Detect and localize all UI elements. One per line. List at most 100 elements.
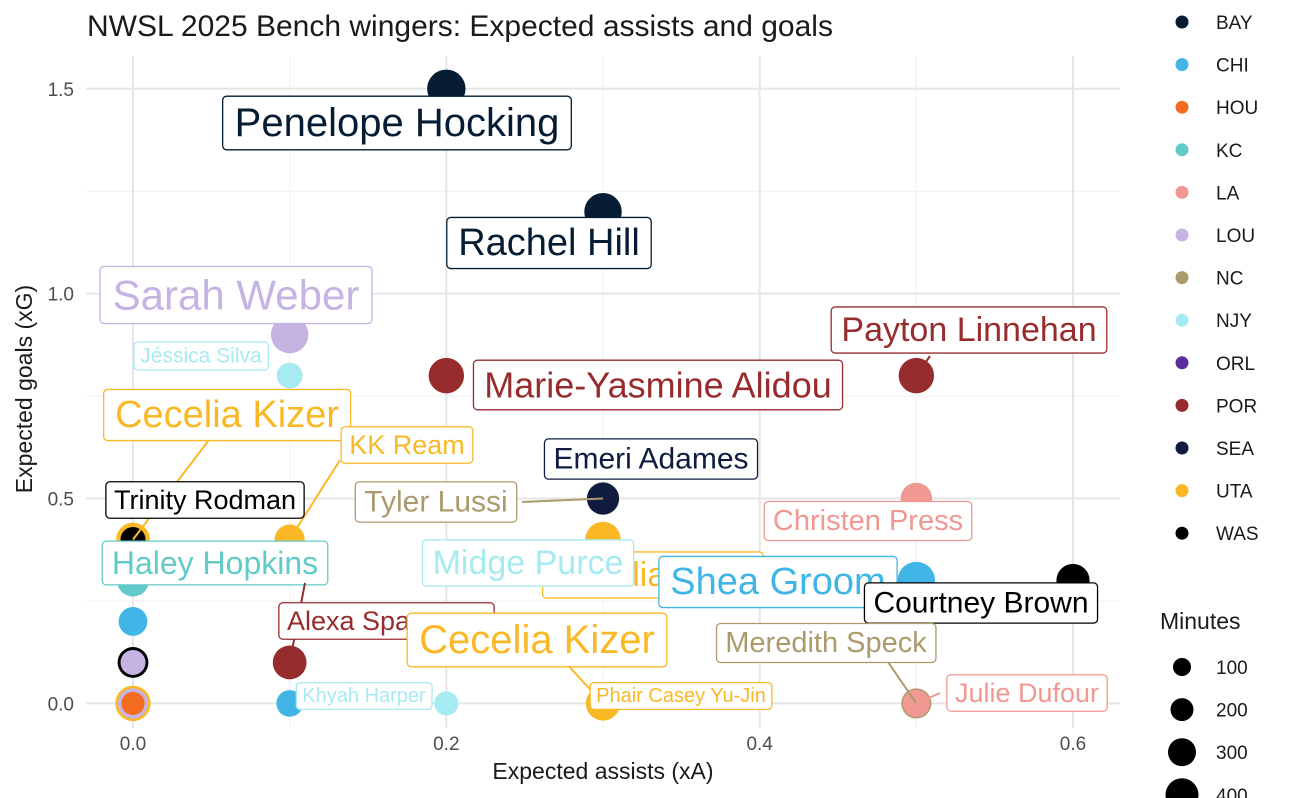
legend-label: KC xyxy=(1216,141,1242,162)
label-text: Cecelia Kizer xyxy=(115,394,339,436)
x-axis-title: Expected assists (xA) xyxy=(492,758,713,784)
label-box xyxy=(295,681,433,711)
label-box xyxy=(763,500,973,542)
legend-label: NJY xyxy=(1216,311,1252,332)
legend-label: POR xyxy=(1216,396,1257,417)
point-label: Khyah Harper xyxy=(295,681,433,711)
point-label: Marie-Yasmine Alidou xyxy=(472,359,844,411)
y-tick-label: 0.5 xyxy=(48,490,74,511)
data-point xyxy=(428,357,465,394)
label-leader-line xyxy=(915,692,941,705)
legend-label: BAY xyxy=(1216,13,1253,34)
legend-item: UTA xyxy=(1175,482,1253,503)
size-legend-label: 200 xyxy=(1216,701,1248,722)
legend-item: KC xyxy=(1175,141,1242,162)
point-label: Sarah Weber xyxy=(99,265,373,325)
legend-label: HOU xyxy=(1216,98,1258,119)
point-label: Emeri Adames xyxy=(543,438,759,480)
label-box xyxy=(103,388,352,442)
label-leader-line xyxy=(887,661,918,704)
legend-item: NC xyxy=(1175,269,1243,290)
label-box xyxy=(543,438,759,480)
label-text: Trinity Rodman xyxy=(114,485,296,515)
point-label: Cecelia Kizer xyxy=(103,388,352,541)
legend-swatch xyxy=(1175,143,1189,157)
label-box xyxy=(472,359,844,411)
legend-swatch xyxy=(1175,271,1189,285)
point-label: Trinity Rodman xyxy=(105,481,305,519)
label-box xyxy=(99,265,373,325)
legend-label: NC xyxy=(1216,269,1243,290)
legend-item: BAY xyxy=(1175,13,1253,34)
label-text: Courtney Brown xyxy=(873,587,1088,620)
legend-item: LOU xyxy=(1175,226,1255,247)
point-label: Payton Linnehan xyxy=(830,306,1108,377)
legend-label: UTA xyxy=(1216,482,1253,503)
y-tick-label: 1.5 xyxy=(48,80,74,101)
point-label: KK Ream xyxy=(288,426,474,541)
size-legend-swatch xyxy=(1165,778,1199,798)
label-text: KK Ream xyxy=(349,430,465,460)
legend-label: CHI xyxy=(1216,56,1249,77)
y-tick-label: 0.0 xyxy=(48,694,74,715)
size-legend-label: 300 xyxy=(1216,743,1248,764)
size-legend-label: 100 xyxy=(1216,658,1248,679)
legend-item: LA xyxy=(1175,183,1240,204)
label-box xyxy=(354,481,518,523)
size-legend-title: Minutes xyxy=(1160,608,1241,634)
label-box xyxy=(658,555,898,609)
data-point xyxy=(121,691,145,716)
label-box xyxy=(421,539,635,587)
label-leader-line xyxy=(915,355,931,377)
legend-item: ORL xyxy=(1175,354,1255,375)
legend-label: ORL xyxy=(1216,354,1255,375)
legend: BAY CHI HOU KC LA LOU NC NJY ORL POR SEA UTA WAS Minu… xyxy=(1160,13,1259,798)
point-label: Phair Casey Yu-Jin xyxy=(589,681,773,711)
point-label: Shea Groom xyxy=(658,555,898,609)
x-axis-ticks: 0.0 0.2 0.4 0.6 xyxy=(120,734,1086,755)
legend-swatch xyxy=(1175,15,1189,29)
legend-swatch xyxy=(1175,100,1189,114)
legend-item: WAS xyxy=(1175,524,1259,545)
size-legend-label: 400 xyxy=(1216,786,1248,798)
size-legend-item: 100 xyxy=(1173,658,1248,679)
label-box xyxy=(105,481,305,519)
label-text: Khyah Harper xyxy=(302,685,426,707)
label-text: Meredith Speck xyxy=(725,627,927,659)
point-label: Jéssica Silva xyxy=(133,341,269,371)
label-text: Sarah Weber xyxy=(113,272,360,319)
point-label: Tyler Lussi xyxy=(354,481,604,523)
legend-item: NJY xyxy=(1175,311,1252,332)
point-label: Rachel Hill xyxy=(446,216,652,270)
label-text: Penelope Hocking xyxy=(235,101,560,145)
legend-swatch xyxy=(1175,228,1189,242)
point-label: Haley Hopkins xyxy=(101,540,329,586)
size-legend-item: 300 xyxy=(1168,738,1248,767)
label-box xyxy=(222,95,572,151)
point-label: Courtney Brown xyxy=(863,582,1099,624)
label-box xyxy=(101,540,329,586)
legend-label: SEA xyxy=(1216,439,1254,460)
size-legend-item: 400 xyxy=(1165,778,1248,798)
point-labels: Penelope Hocking Rachel Hill Sarah Weber Jé… xyxy=(99,95,1108,712)
label-text: Christen Press xyxy=(773,505,963,537)
label-box xyxy=(863,582,1099,624)
legend-swatch xyxy=(1175,441,1189,455)
label-box xyxy=(133,341,269,371)
legend-item: CHI xyxy=(1175,56,1249,77)
point-label: Meredith Speck xyxy=(715,622,937,704)
point-label: Midge Purce xyxy=(421,539,635,587)
label-box xyxy=(830,306,1108,354)
label-text: Emeri Adames xyxy=(553,443,748,476)
y-axis-title: Expected goals (xG) xyxy=(11,285,37,493)
legend-label: WAS xyxy=(1216,524,1259,545)
label-text: Midge Purce xyxy=(433,544,624,582)
legend-swatch xyxy=(1175,356,1189,370)
label-box xyxy=(406,612,668,668)
label-text: Tyler Lussi xyxy=(364,486,507,519)
data-point xyxy=(118,607,148,636)
point-label: Penelope Hocking xyxy=(222,95,572,151)
point-label: Christen Press xyxy=(763,500,973,542)
label-text: Cecelia Kizer xyxy=(419,618,655,662)
